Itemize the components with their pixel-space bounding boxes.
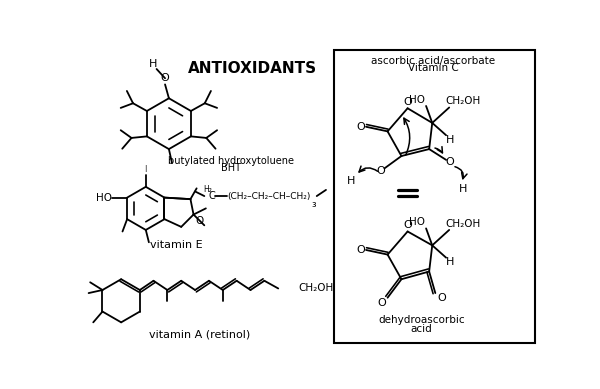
Text: O: O	[437, 293, 446, 303]
Text: vitamin A (retinol): vitamin A (retinol)	[149, 329, 250, 340]
Text: H: H	[346, 176, 355, 186]
Text: HO: HO	[96, 193, 112, 203]
Text: ANTIOXIDANTS: ANTIOXIDANTS	[187, 61, 317, 76]
Text: O: O	[446, 157, 454, 167]
Text: ₃: ₃	[311, 199, 316, 209]
Text: HO: HO	[409, 217, 425, 227]
Text: HO: HO	[409, 95, 425, 105]
Text: acid: acid	[410, 324, 433, 333]
Text: O: O	[196, 216, 204, 226]
Text: O: O	[376, 166, 385, 176]
Text: dehydroascorbic: dehydroascorbic	[378, 315, 465, 325]
Text: (CH₂–CH₂–CH–CH₂): (CH₂–CH₂–CH–CH₂)	[227, 191, 311, 201]
Text: H₂: H₂	[203, 186, 212, 194]
Bar	[334, 50, 535, 343]
Text: C: C	[209, 191, 215, 201]
Text: O: O	[161, 73, 169, 83]
Text: CH₂OH: CH₂OH	[445, 219, 481, 229]
Text: Vitamin C: Vitamin C	[407, 63, 458, 73]
Text: BHT: BHT	[221, 163, 241, 173]
Text: O: O	[403, 97, 412, 107]
Text: CH₂OH: CH₂OH	[445, 96, 481, 106]
Text: vitamin E: vitamin E	[150, 240, 203, 251]
Text: O: O	[356, 122, 365, 132]
Text: |: |	[145, 165, 147, 172]
Text: H: H	[149, 59, 158, 68]
Text: CH₂OH: CH₂OH	[298, 284, 334, 293]
Text: O: O	[403, 220, 412, 230]
Text: H: H	[459, 184, 467, 194]
Text: O: O	[377, 298, 386, 308]
Text: butylated hydroxytoluene: butylated hydroxytoluene	[167, 156, 293, 166]
Text: H: H	[446, 257, 454, 267]
Text: ascorbic acid/ascorbate: ascorbic acid/ascorbate	[371, 56, 495, 65]
Text: O: O	[356, 245, 365, 255]
Text: H: H	[446, 135, 454, 145]
